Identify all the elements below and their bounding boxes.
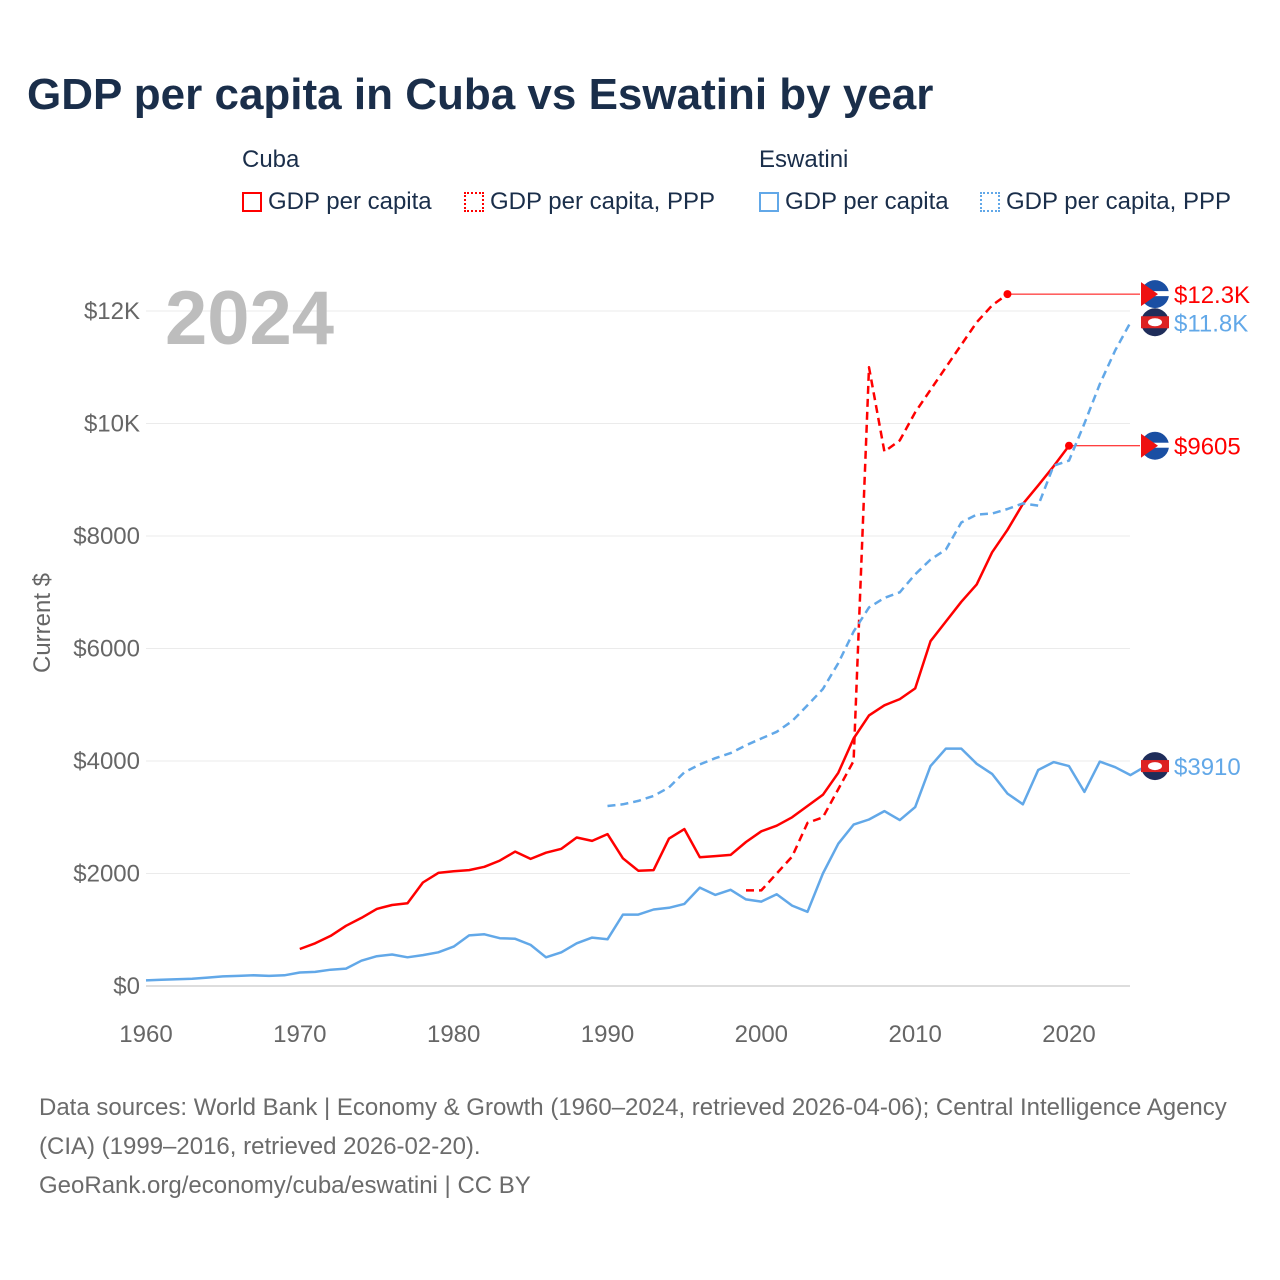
legend-group-eswatini: Eswatini xyxy=(759,146,849,173)
legend-cuba-ppp[interactable]: GDP per capita, PPP xyxy=(464,188,715,216)
y-tick-label: $10K xyxy=(84,411,140,438)
page-title: GDP per capita in Cuba vs Eswatini by ye… xyxy=(27,70,934,119)
footer: Data sources: World Bank | Economy & Gro… xyxy=(39,1088,1249,1205)
end-value-label: $9605 xyxy=(1174,434,1241,461)
y-axis-label: Current $ xyxy=(29,573,56,673)
x-tick-label: 2020 xyxy=(1042,1021,1095,1048)
legend-label: GDP per capita, PPP xyxy=(1006,188,1231,215)
series-line-cuba-gdp-per-capita-ppp xyxy=(746,293,1009,892)
y-tick-label: $2000 xyxy=(73,861,140,888)
series-line-cuba-gdp-per-capita xyxy=(299,444,1071,951)
x-tick-label: 1990 xyxy=(581,1021,634,1048)
legend-swatch xyxy=(759,192,779,212)
end-value-label: $11.8K xyxy=(1174,310,1248,337)
y-tick-label: $0 xyxy=(113,973,140,1000)
series-line-eswatini-gdp-per-capita-ppp xyxy=(607,321,1132,808)
y-tick-label: $4000 xyxy=(73,748,140,775)
x-tick-label: 1970 xyxy=(273,1021,326,1048)
end-value-label: $12.3K xyxy=(1174,282,1250,309)
legend-swatch xyxy=(242,192,262,212)
x-tick-label: 2000 xyxy=(735,1021,788,1048)
legend-swatch xyxy=(464,192,484,212)
x-tick-label: 1960 xyxy=(119,1021,172,1048)
x-tick-label: 2010 xyxy=(888,1021,941,1048)
legend-group-cuba: Cuba xyxy=(242,146,300,173)
flag-triangle xyxy=(1141,282,1158,307)
legend-eswatini-gdp[interactable]: GDP per capita xyxy=(759,188,949,216)
legend-label: GDP per capita, PPP xyxy=(490,188,715,215)
year-label: 2024 xyxy=(165,276,334,361)
attribution: GeoRank.org/economy/cuba/eswatini | CC B… xyxy=(39,1172,531,1199)
y-tick-label: $12K xyxy=(84,298,140,325)
series-line-eswatini-gdp-per-capita xyxy=(145,747,1147,982)
legend-swatch xyxy=(980,192,1000,212)
legend-label: GDP per capita xyxy=(268,188,432,215)
flag-shield xyxy=(1148,318,1162,327)
legend-eswatini-ppp[interactable]: GDP per capita, PPP xyxy=(980,188,1231,216)
legend-label: GDP per capita xyxy=(785,188,949,215)
legend-cuba-gdp[interactable]: GDP per capita xyxy=(242,188,432,216)
flag-shield xyxy=(1148,762,1162,771)
y-tick-label: $8000 xyxy=(73,523,140,550)
flag-triangle xyxy=(1141,433,1158,458)
y-tick-label: $6000 xyxy=(73,636,140,663)
x-tick-label: 1980 xyxy=(427,1021,480,1048)
end-value-label: $3910 xyxy=(1174,754,1241,781)
data-sources: Data sources: World Bank | Economy & Gro… xyxy=(39,1094,1227,1160)
